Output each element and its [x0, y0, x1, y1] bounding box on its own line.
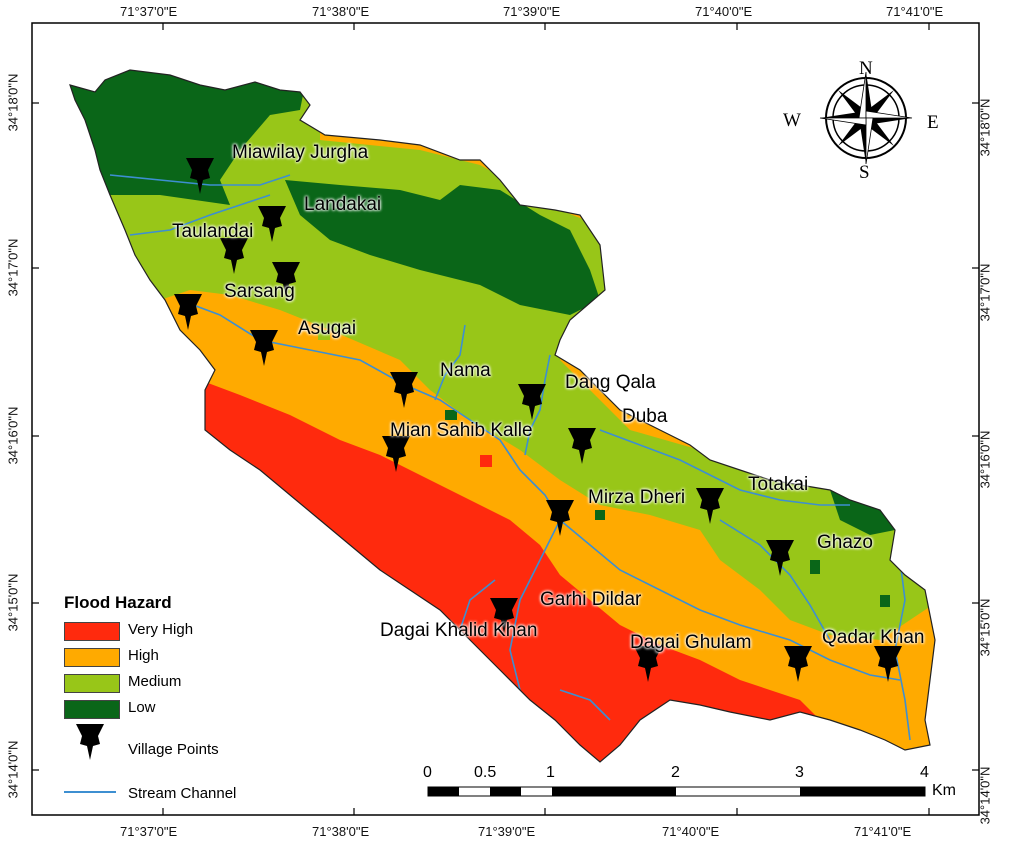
scale-tick-label: 0	[423, 764, 432, 781]
scale-tick-label: 4	[920, 764, 929, 781]
axis-top-label: 71°38'0"E	[312, 4, 370, 19]
basin-boundary	[69, 69, 936, 763]
village-marker	[186, 158, 214, 194]
legend-label-high: High	[128, 647, 159, 664]
village-label: Dagai Khalid Khan	[380, 620, 538, 641]
legend-swatch-low	[64, 700, 120, 719]
scale-unit: Km	[932, 782, 956, 799]
axis-bottom-label: 71°37'0"E	[120, 824, 178, 839]
axis-top-label: 71°40'0"E	[695, 4, 753, 19]
village-label: Totakai	[748, 474, 809, 495]
axis-bottom-label: 71°38'0"E	[312, 824, 370, 839]
axis-right-label: 34°18'0"N	[977, 98, 993, 157]
axis-right-label: 34°15'0"N	[977, 598, 993, 657]
axis-bottom-label: 71°40'0"E	[662, 824, 720, 839]
legend-swatch-very-high	[64, 622, 120, 641]
village-label: Ghazo	[817, 532, 873, 553]
village-label: Garhi Dildar	[540, 589, 642, 610]
village-label: Taulandai	[172, 221, 254, 242]
scale-tick-label: 3	[795, 764, 804, 781]
axis-left-label: 34°17'0"N	[5, 238, 21, 297]
village-label: Landakai	[304, 194, 382, 215]
village-label: Mian Sahib Kalle	[390, 420, 533, 441]
axis-left-label: 34°16'0"N	[5, 406, 21, 465]
village-label: Duba	[622, 406, 668, 427]
scale-tick-label: 0.5	[474, 764, 497, 781]
axis-right-label: 34°14'0"N	[977, 766, 993, 825]
compass-east: E	[927, 112, 939, 133]
legend-title: Flood Hazard	[64, 593, 172, 612]
compass-rose	[819, 71, 913, 165]
compass-west: W	[783, 110, 801, 131]
axis-top-label: 71°41'0"E	[886, 4, 944, 19]
legend-label-medium: Medium	[128, 673, 182, 690]
compass-north: N	[859, 58, 873, 79]
axis-left-label: 34°14'0"N	[5, 740, 21, 799]
scale-tick-label: 2	[671, 764, 680, 781]
legend-swatch-medium	[64, 674, 120, 693]
map-frame	[31, 22, 980, 816]
axis-bottom-label: 71°41'0"E	[854, 824, 912, 839]
legend-village-icon	[76, 724, 104, 760]
zone-low-east	[830, 490, 895, 535]
village-label: Nama	[440, 360, 491, 381]
axis-right-label: 34°17'0"N	[977, 263, 993, 322]
village-label: Sarsang	[224, 281, 295, 302]
zone-very-high	[200, 380, 830, 762]
village-label: Miawilay Jurgha	[232, 142, 369, 163]
legend-label-village-points: Village Points	[128, 741, 219, 758]
zone-low-north	[70, 70, 310, 205]
axis-right-label: 34°16'0"N	[977, 430, 993, 489]
axis-top-label: 71°39'0"E	[503, 4, 561, 19]
scale-tick-label: 1	[546, 764, 555, 781]
village-label: Dang Qala	[565, 372, 656, 393]
legend-label-stream-channel: Stream Channel	[128, 785, 237, 802]
compass-south: S	[859, 162, 870, 183]
legend-label-low: Low	[128, 699, 156, 716]
axis-bottom-label: 71°39'0"E	[478, 824, 536, 839]
zone-low-central	[285, 180, 600, 315]
axis-top-label: 71°37'0"E	[120, 4, 178, 19]
village-markers	[174, 158, 902, 682]
grid-ticks	[32, 23, 979, 815]
village-label: Dagai Ghulam	[630, 632, 752, 653]
village-label: Mirza Dheri	[588, 487, 686, 508]
legend-graphics	[64, 724, 116, 793]
scale-bar-graphic	[427, 786, 926, 797]
village-label: Asugai	[298, 318, 357, 339]
village-label: Qadar Khan	[822, 627, 925, 648]
legend-label-very-high: Very High	[128, 621, 194, 638]
legend-swatch-high	[64, 648, 120, 667]
axis-left-label: 34°15'0"N	[5, 573, 21, 632]
axis-left-label: 34°18'0"N	[5, 73, 21, 132]
